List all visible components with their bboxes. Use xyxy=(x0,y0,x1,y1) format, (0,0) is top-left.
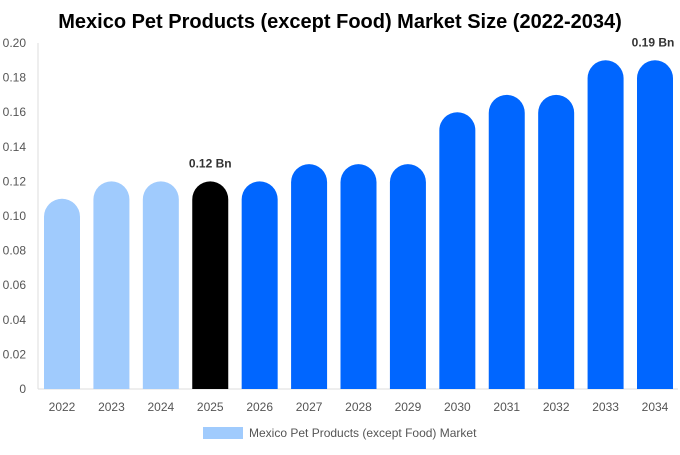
bar-2029[interactable] xyxy=(389,164,426,389)
bar-2031[interactable] xyxy=(488,94,525,389)
x-tick-label: 2023 xyxy=(98,400,125,414)
bar-2024[interactable] xyxy=(142,181,179,389)
x-tick-label: 2034 xyxy=(642,400,669,414)
y-tick-label: 0.14 xyxy=(3,140,27,154)
x-tick-label: 2028 xyxy=(345,400,372,414)
bar-2027[interactable] xyxy=(291,164,328,389)
legend-swatch xyxy=(203,427,243,439)
bar-2030[interactable] xyxy=(439,112,476,389)
x-axis: 2022 2023 2024 2025 2026 2027 2028 2029 2030 2031… xyxy=(49,400,669,414)
y-tick-label: 0.10 xyxy=(3,209,27,223)
x-tick-label: 2030 xyxy=(444,400,471,414)
y-tick-label: 0.02 xyxy=(3,347,27,361)
y-tick-label: 0.12 xyxy=(3,174,27,188)
bars xyxy=(44,60,673,389)
y-tick-label: 0.16 xyxy=(3,105,27,119)
x-tick-label: 2022 xyxy=(49,400,76,414)
x-tick-label: 2029 xyxy=(395,400,422,414)
x-tick-label: 2024 xyxy=(147,400,174,414)
y-tick-label: 0.06 xyxy=(3,278,27,292)
y-tick-label: 0.20 xyxy=(3,36,27,50)
annotations: 0.12 Bn 0.19 Bn xyxy=(189,35,674,170)
chart-title: Mexico Pet Products (except Food) Market… xyxy=(58,11,622,33)
y-tick-label: 0.04 xyxy=(3,313,27,327)
bar-2028[interactable] xyxy=(340,164,377,389)
x-tick-label: 2031 xyxy=(493,400,520,414)
y-tick-label: 0.18 xyxy=(3,71,27,85)
x-tick-label: 2026 xyxy=(246,400,273,414)
y-tick-label: 0 xyxy=(19,382,26,396)
bar-2023[interactable] xyxy=(93,181,130,389)
y-tick-label: 0.08 xyxy=(3,244,27,258)
bar-2025[interactable] xyxy=(192,181,229,389)
bar-2026[interactable] xyxy=(241,181,278,389)
bar-2022[interactable] xyxy=(44,198,80,389)
x-tick-label: 2032 xyxy=(543,400,570,414)
bar-2033[interactable] xyxy=(587,60,624,389)
bar-2034[interactable] xyxy=(637,60,673,389)
x-tick-label: 2027 xyxy=(296,400,323,414)
bar-2032[interactable] xyxy=(538,94,575,389)
x-tick-label: 2033 xyxy=(592,400,619,414)
legend-label: Mexico Pet Products (except Food) Market xyxy=(249,426,477,440)
data-label: 0.19 Bn xyxy=(632,35,675,49)
data-label: 0.12 Bn xyxy=(189,156,232,170)
x-tick-label: 2025 xyxy=(197,400,224,414)
legend[interactable]: Mexico Pet Products (except Food) Market xyxy=(203,426,477,440)
